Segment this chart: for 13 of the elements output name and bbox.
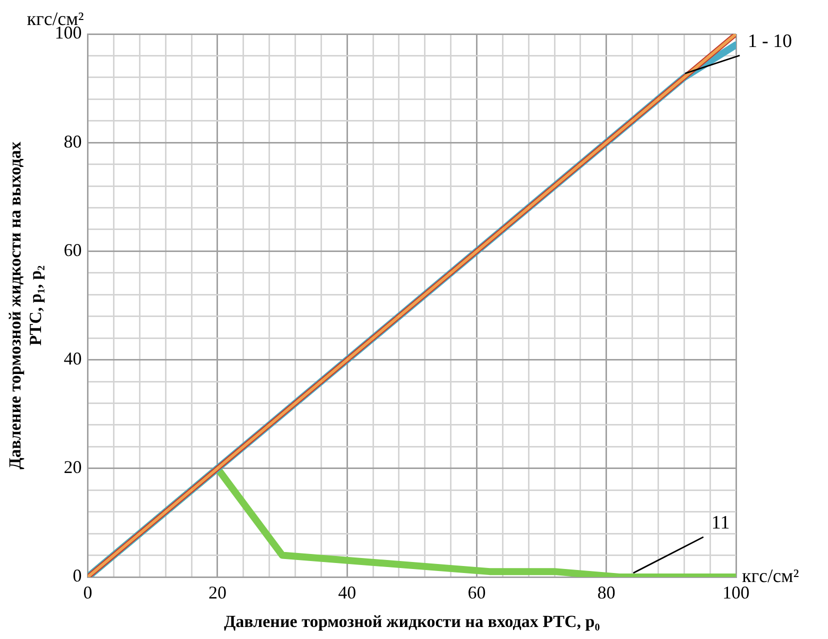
annotation: 1 - 10: [748, 30, 792, 52]
y-tick-label: 0: [72, 566, 82, 586]
x-tick-label: 60: [468, 582, 486, 603]
y-axis-title: Давление тормозной жидкости на выходах РТС, p₁, p₂: [6, 141, 45, 470]
y-tick-label: 80: [64, 131, 82, 152]
x-axis-title: Давление тормозной жидкости на входах РТС, p₀: [224, 612, 600, 632]
x-tick-label: 40: [338, 582, 356, 603]
y-tick-label: 20: [64, 457, 82, 478]
annotation: 11: [711, 512, 730, 534]
x-tick-label: 80: [597, 582, 616, 603]
y-tick-label: 40: [64, 348, 82, 369]
y-tick-label: 60: [64, 240, 82, 260]
x-tick-label: 20: [208, 582, 226, 603]
